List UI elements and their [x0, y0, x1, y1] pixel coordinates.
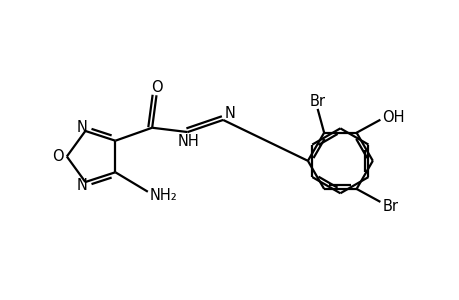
Text: N: N: [76, 178, 87, 193]
Text: Br: Br: [309, 94, 325, 109]
Text: NH₂: NH₂: [150, 188, 177, 203]
Text: OH: OH: [382, 110, 404, 125]
Text: O: O: [151, 80, 162, 95]
Text: Br: Br: [382, 199, 397, 214]
Text: N: N: [76, 120, 87, 135]
Text: N: N: [224, 106, 235, 121]
Text: NH: NH: [177, 134, 199, 149]
Text: O: O: [52, 149, 64, 164]
